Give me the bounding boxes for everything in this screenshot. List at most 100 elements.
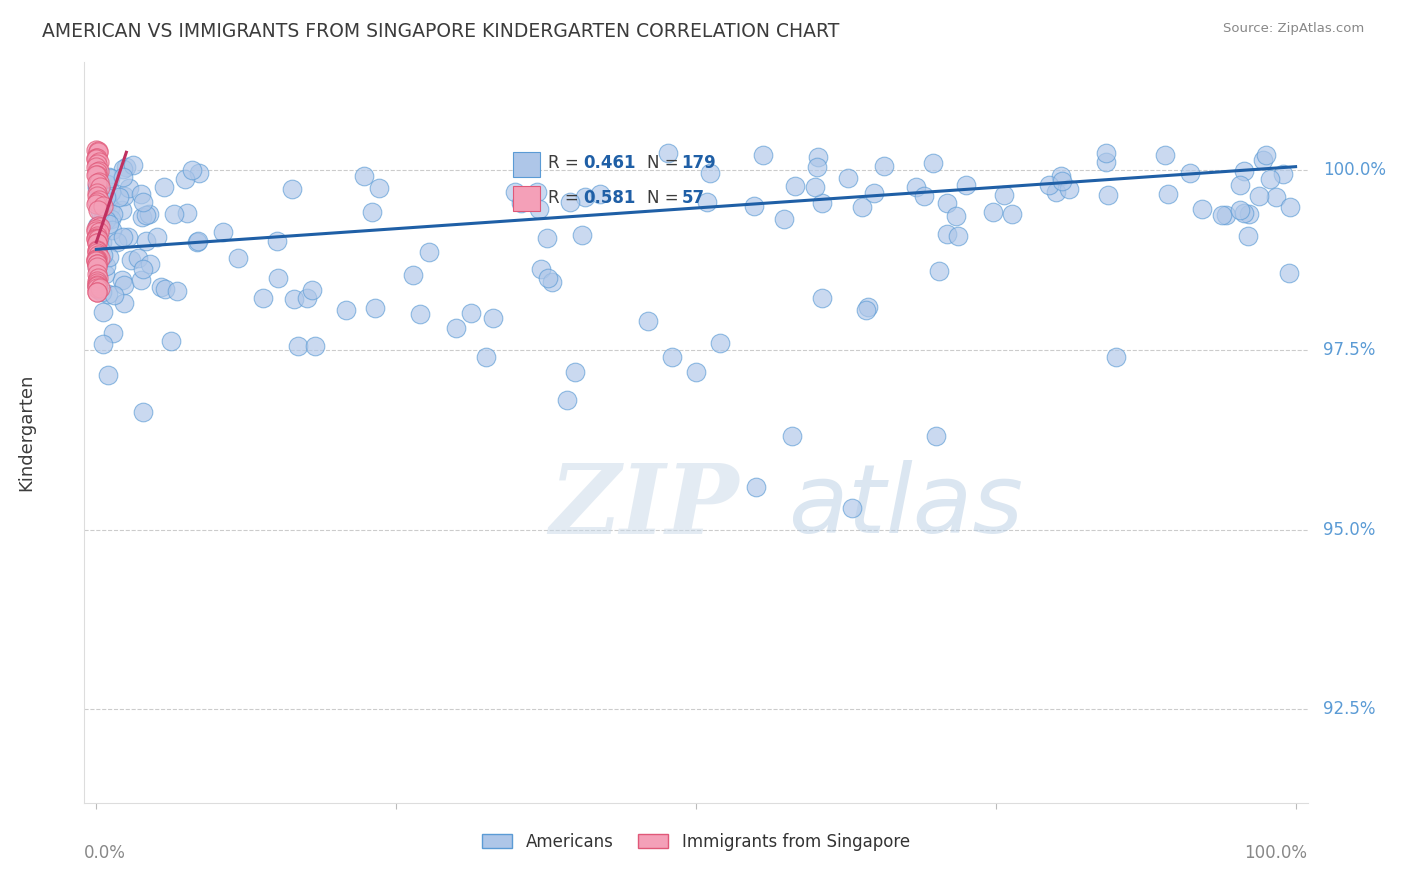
Point: [855, 303, 877, 318]
Point: [91, 285, 114, 299]
Text: 100.0%: 100.0%: [1323, 161, 1386, 179]
Point: [86, 246, 108, 260]
Point: [503, 185, 526, 199]
Point: [87, 225, 110, 239]
Point: [101, 222, 124, 236]
Point: [86, 151, 108, 165]
Point: [555, 393, 578, 408]
Point: [186, 235, 208, 249]
Point: [112, 229, 135, 244]
Point: [98, 250, 121, 264]
Point: [1095, 146, 1118, 161]
Point: [1279, 200, 1302, 214]
Point: [86, 244, 108, 258]
Point: [460, 306, 482, 320]
Point: [1095, 154, 1118, 169]
Point: [1045, 186, 1067, 200]
Text: 100.0%: 100.0%: [1244, 844, 1308, 862]
Point: [89, 204, 111, 219]
Point: [1050, 169, 1073, 184]
Point: [86, 232, 108, 246]
Point: [86, 244, 108, 259]
Point: [86, 252, 108, 266]
Point: [685, 365, 707, 379]
Point: [537, 271, 560, 285]
Point: [89, 154, 111, 169]
Point: [86, 285, 108, 300]
Point: [1272, 167, 1295, 181]
Point: [804, 179, 827, 194]
Point: [86, 165, 108, 179]
Point: [86, 222, 108, 236]
Point: [86, 278, 108, 293]
Text: N =: N =: [647, 154, 683, 172]
Point: [873, 159, 896, 173]
Point: [87, 283, 110, 297]
Point: [86, 232, 108, 246]
Point: [212, 225, 235, 239]
Point: [946, 228, 969, 243]
Point: [94, 213, 117, 227]
Text: AMERICAN VS IMMIGRANTS FROM SINGAPORE KINDERGARTEN CORRELATION CHART: AMERICAN VS IMMIGRANTS FROM SINGAPORE KI…: [42, 22, 839, 41]
Point: [709, 335, 731, 350]
Point: [86, 178, 108, 193]
Point: [86, 235, 108, 250]
Point: [444, 321, 467, 335]
Point: [935, 196, 957, 211]
Point: [89, 164, 111, 178]
Point: [86, 277, 108, 292]
Text: Kindergarten: Kindergarten: [17, 374, 35, 491]
Point: [174, 172, 197, 186]
Point: [89, 179, 111, 194]
Point: [176, 205, 198, 219]
Point: [97, 195, 120, 210]
Point: [86, 260, 108, 274]
Point: [530, 262, 553, 277]
Point: [86, 143, 108, 157]
Point: [1180, 166, 1202, 180]
Point: [1251, 153, 1274, 167]
Text: R =: R =: [548, 154, 583, 172]
Point: [1236, 229, 1258, 244]
Point: [86, 257, 108, 271]
Point: [560, 195, 582, 210]
Point: [86, 254, 108, 268]
Point: [153, 282, 176, 296]
Point: [574, 190, 596, 204]
Point: [118, 181, 141, 195]
Point: [87, 271, 110, 285]
Point: [360, 205, 382, 219]
Point: [295, 291, 318, 305]
Point: [86, 257, 108, 271]
Point: [936, 227, 959, 241]
Point: [87, 144, 110, 158]
Point: [661, 350, 683, 364]
Point: [153, 180, 176, 194]
Point: [101, 207, 124, 221]
Point: [1254, 147, 1277, 161]
Point: [1237, 207, 1260, 221]
Point: [132, 405, 155, 419]
Point: [1057, 182, 1080, 196]
Point: [86, 252, 108, 266]
Point: [86, 168, 108, 182]
Point: [93, 304, 115, 318]
Point: [89, 281, 111, 295]
Point: [983, 205, 1005, 219]
Point: [127, 251, 149, 265]
Point: [96, 177, 118, 191]
Point: [86, 152, 108, 166]
Point: [837, 170, 859, 185]
Point: [129, 187, 152, 202]
Point: [93, 211, 115, 226]
Point: [86, 260, 108, 274]
Point: [1229, 178, 1251, 193]
Point: [418, 244, 440, 259]
Point: [588, 187, 610, 202]
Point: [86, 232, 108, 246]
Point: [1229, 203, 1251, 218]
Point: [86, 285, 108, 299]
Point: [1001, 207, 1024, 221]
Text: 92.5%: 92.5%: [1323, 700, 1376, 718]
Point: [86, 279, 108, 293]
